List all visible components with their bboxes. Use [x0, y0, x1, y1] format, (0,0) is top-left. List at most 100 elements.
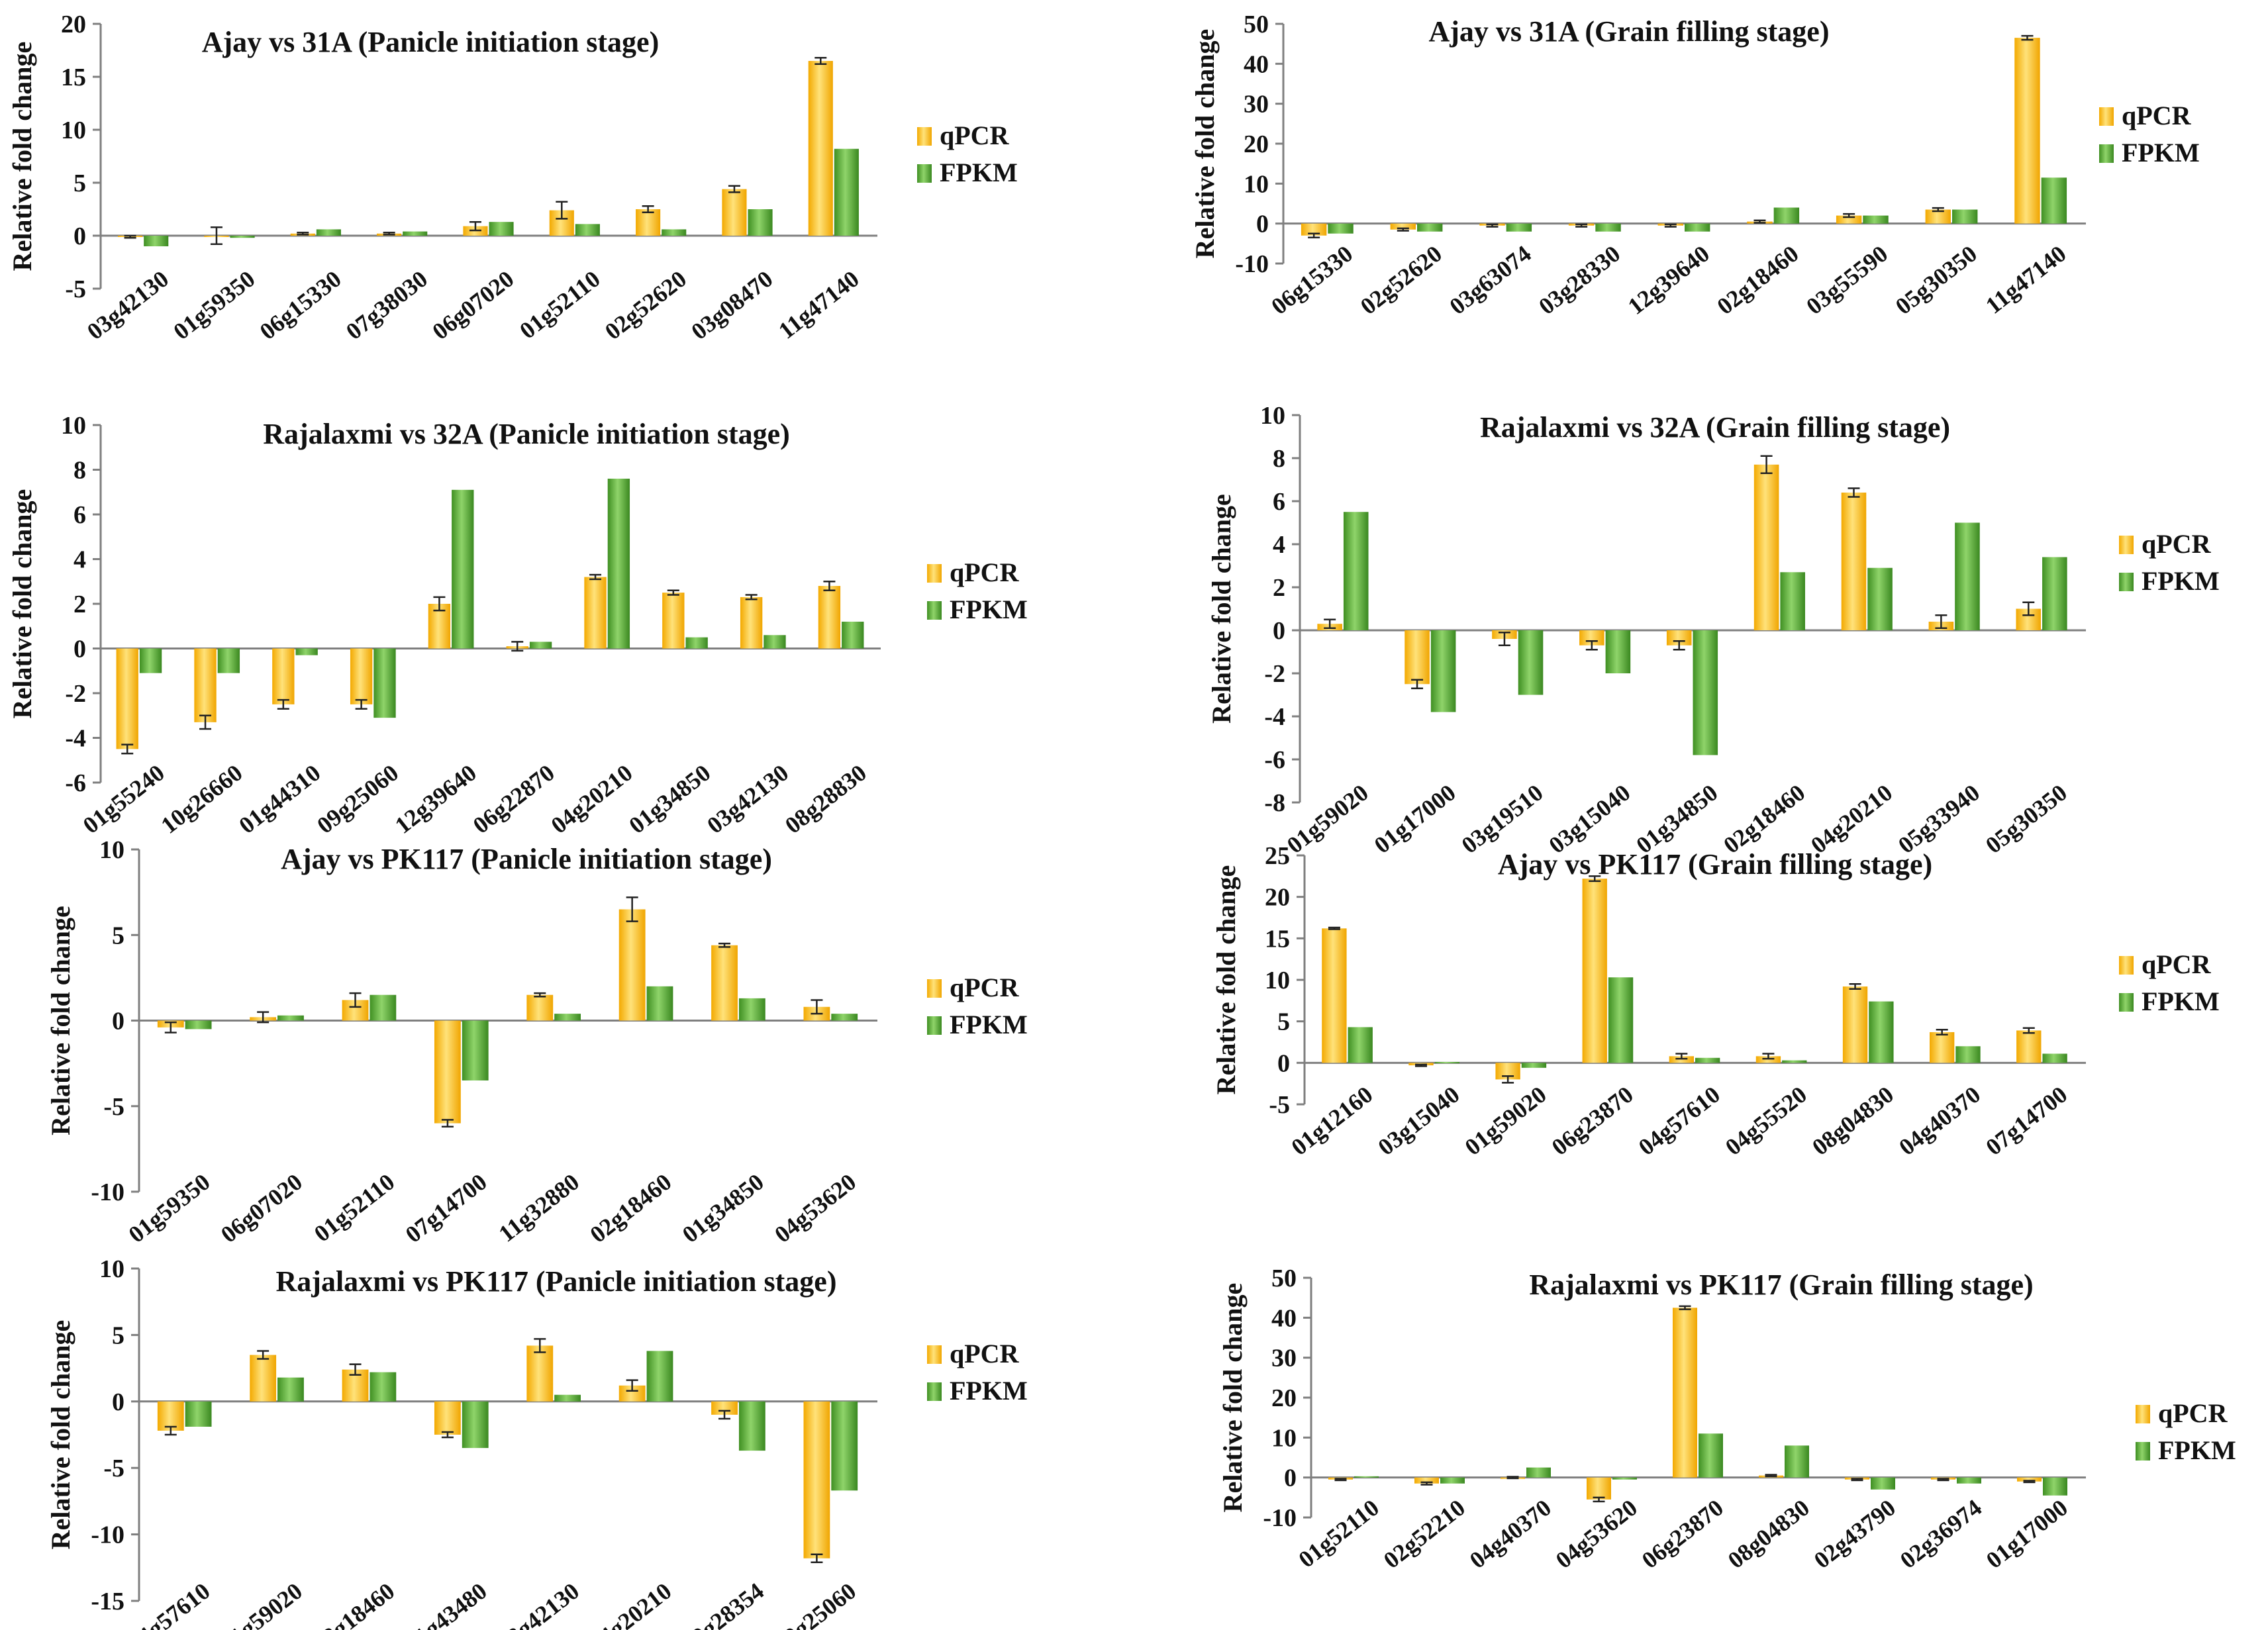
y-tick-label: 4	[1273, 531, 1285, 559]
legend-swatch-qpcr	[927, 979, 942, 998]
bar-fpkm-01g52110	[370, 994, 397, 1021]
x-tick-label: 02g52620	[600, 265, 691, 345]
bar-fpkm-11g32880	[554, 1014, 581, 1021]
bar-qpcr-01g12160	[1322, 928, 1347, 1063]
x-tick-label: 04g53620	[1551, 1494, 1642, 1574]
bar-qpcr-06g23870	[1582, 879, 1607, 1063]
chart-rajalaxmi-vs-pk117-panicle: Rajalaxmi vs PK117 (Panicle initiation s…	[46, 1255, 1028, 1630]
bar-fpkm-04g53620	[1612, 1477, 1637, 1480]
y-tick-label: -10	[1263, 1504, 1297, 1532]
x-tick-label: 01g43480	[401, 1578, 492, 1630]
legend-swatch-fpkm	[927, 1016, 942, 1035]
x-tick-label: 01g59020	[1460, 1081, 1552, 1161]
bar-qpcr-03g08470	[722, 189, 747, 236]
legend-label-qpcr: qPCR	[2142, 529, 2212, 559]
x-tick-label: 05g30350	[1891, 240, 1982, 320]
y-axis-label: Relative fold change	[46, 906, 75, 1135]
chart-title: Rajalaxmi vs PK117 (Grain filling stage)	[1529, 1269, 2033, 1301]
bar-fpkm-02g52620	[662, 229, 687, 236]
bar-fpkm-02g18460	[646, 986, 673, 1021]
x-tick-label: 01g59350	[124, 1169, 215, 1248]
bar-qpcr-01g34850	[711, 945, 738, 1021]
y-tick-label: 6	[74, 501, 86, 529]
legend-swatch-qpcr	[2136, 1405, 2150, 1423]
bar-fpkm-01g12160	[1348, 1027, 1373, 1063]
legend-swatch-fpkm	[927, 1382, 942, 1401]
y-tick-label: 40	[1271, 1304, 1297, 1332]
bar-fpkm-07g14700	[462, 1020, 489, 1080]
x-tick-label: 01g34850	[677, 1169, 769, 1248]
bar-qpcr-01g59020	[250, 1355, 277, 1402]
x-tick-label: 03g63074	[1444, 240, 1536, 320]
x-tick-label: 01g52110	[1293, 1494, 1384, 1573]
bar-fpkm-02g18460	[1773, 207, 1800, 224]
x-tick-label: 08g28830	[780, 759, 871, 839]
y-tick-label: 10	[99, 1255, 124, 1283]
bar-fpkm-06g15330	[1328, 223, 1354, 234]
legend-label-qpcr: qPCR	[950, 973, 1020, 1002]
legend-swatch-qpcr	[917, 127, 932, 146]
bar-fpkm-01g17000	[1430, 630, 1456, 712]
x-tick-label: 06g22870	[468, 759, 560, 839]
x-tick-label: 11g32880	[494, 1169, 585, 1247]
x-tick-label: 04g55520	[1720, 1081, 1812, 1161]
x-tick-label: 07g14700	[401, 1169, 492, 1248]
bar-fpkm-12g39640	[452, 489, 474, 649]
bar-fpkm-01g59020	[1521, 1063, 1547, 1068]
y-tick-label: -5	[65, 275, 86, 303]
chart-title: Rajalaxmi vs PK117 (Panicle initiation s…	[276, 1265, 837, 1298]
chart-rajalaxmi-vs-32a-panicle: Rajalaxmi vs 32A (Panicle initiation sta…	[7, 412, 1028, 839]
bar-fpkm-01g34850	[685, 637, 708, 649]
x-tick-label: 03g08470	[686, 265, 777, 345]
legend-swatch-qpcr	[2119, 956, 2134, 975]
bar-qpcr-01g55240	[116, 648, 138, 749]
bar-fpkm-03g42130	[554, 1394, 581, 1402]
y-tick-label: 15	[61, 64, 86, 91]
y-tick-label: 2	[1273, 574, 1285, 602]
x-tick-label: 06g23870	[1637, 1494, 1728, 1574]
bar-qpcr-04g55520	[1755, 1056, 1781, 1063]
bar-qpcr-11g47140	[2014, 38, 2040, 224]
bar-qpcr-03g42130	[526, 1345, 554, 1402]
bar-qpcr-09g28354	[711, 1401, 738, 1415]
chart-ajay-vs-pk117-grain: Ajay vs PK117 (Grain filling stage) Relat…	[1211, 842, 2220, 1161]
chart-title: Ajay vs PK117 (Panicle initiation stage)	[281, 843, 772, 875]
y-axis-label: Relative fold change	[7, 489, 37, 719]
bar-qpcr-01g44310	[272, 648, 295, 704]
y-tick-label: 20	[61, 11, 86, 38]
bar-fpkm-02g43790	[1871, 1477, 1895, 1490]
legend-label-fpkm: FPKM	[2142, 566, 2220, 596]
bar-fpkm-06g22870	[529, 642, 552, 649]
bar-fpkm-04g20210	[646, 1351, 673, 1402]
legend-swatch-fpkm	[2119, 993, 2134, 1012]
bar-fpkm-09g25060	[373, 648, 396, 718]
legend-label-fpkm: FPKM	[950, 595, 1028, 624]
x-tick-label: 01g59020	[216, 1578, 307, 1630]
x-tick-label: 01g44310	[234, 759, 325, 839]
x-tick-label: 03g15040	[1544, 779, 1635, 859]
bar-qpcr-06g23870	[1673, 1308, 1697, 1478]
chart-title: Rajalaxmi vs 32A (Grain filling stage)	[1480, 411, 1950, 444]
x-tick-label: 09g25060	[312, 759, 403, 839]
bar-qpcr-02g18460	[618, 909, 646, 1021]
bar-fpkm-12g39640	[1685, 223, 1710, 232]
y-tick-label: 10	[99, 836, 124, 864]
x-tick-label: 06g23870	[1547, 1081, 1638, 1161]
y-tick-label: 25	[1265, 842, 1290, 870]
bar-fpkm-03g15040	[1434, 1062, 1459, 1064]
bar-fpkm-01g59350	[185, 1020, 212, 1030]
chart-title: Ajay vs PK117 (Grain filling stage)	[1498, 848, 1932, 881]
y-axis-label: Relative fold change	[46, 1320, 75, 1550]
bar-qpcr-03g55590	[1836, 215, 1862, 224]
y-axis-label: Relative fold change	[1207, 494, 1236, 724]
legend-swatch-qpcr	[2119, 536, 2134, 554]
bar-fpkm-06g15330	[316, 229, 341, 236]
y-tick-label: 20	[1265, 884, 1290, 912]
bar-fpkm-03g28330	[1595, 223, 1621, 232]
bar-fpkm-08g04830	[1785, 1445, 1809, 1478]
y-tick-label: -10	[91, 1178, 124, 1206]
bar-fpkm-07g38030	[403, 231, 428, 236]
legend-swatch-fpkm	[917, 164, 932, 183]
y-tick-label: 4	[74, 546, 86, 574]
